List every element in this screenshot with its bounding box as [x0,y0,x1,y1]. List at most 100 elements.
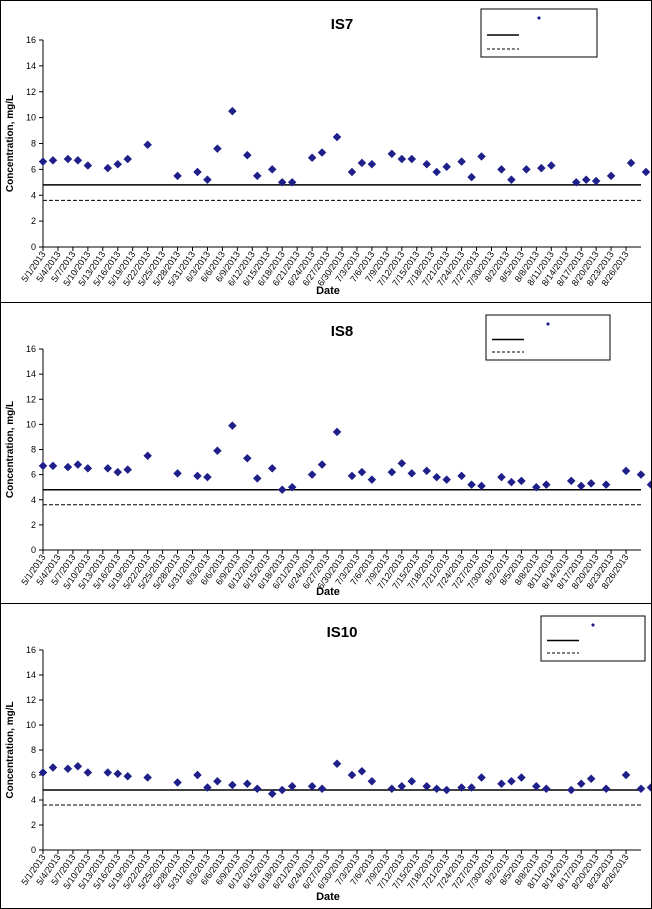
y-tick-label: 14 [26,61,36,71]
data-point [477,773,486,782]
data-point [347,167,357,177]
data-point [517,476,526,486]
data-point [467,480,476,490]
x-axis-label: Date [316,586,340,598]
data-point [317,784,327,794]
chart-panel-is8: IS8 Concentration, mg/L 0 2 4 6 8 10 12 14 16 5/1/2… [0,302,652,604]
data-point [123,771,133,781]
data-point [252,784,262,794]
data-point [586,479,596,488]
data-point [591,176,601,186]
chart-title: IS10 [327,624,358,641]
data-point [242,150,252,160]
data-point [173,778,182,787]
data-point [103,163,113,173]
data-point [83,768,93,777]
data-point [477,152,486,161]
data-point [576,779,586,789]
x-axis-label: Date [316,285,340,297]
y-tick-label: 16 [26,35,36,45]
data-point [73,155,83,165]
y-tick-label: 10 [26,720,36,730]
data-point [307,781,317,791]
data-point [357,467,367,477]
data-point [422,781,432,791]
data-point [507,477,516,487]
data-point [422,159,432,169]
data-point [367,475,377,485]
y-tick-label: 10 [26,113,36,123]
data-point [307,153,317,163]
data-point [467,172,476,182]
data-point [397,458,407,468]
y-tick-label: 0 [31,845,36,855]
y-tick-label: 4 [31,795,36,805]
data-point [83,463,93,473]
data-point [497,472,506,482]
data-point [621,466,631,476]
data-point [48,461,58,471]
data-point [457,157,466,166]
data-point [636,470,646,479]
y-tick-label: 8 [31,745,36,755]
y-tick-label: 16 [26,645,36,655]
chart-panel-is10: IS10 Concentration, mg/L 0 2 4 6 8 10 12 14 16 5/1/… [0,603,652,909]
data-point [38,768,48,777]
y-tick-label: 12 [26,695,36,705]
data-point [113,159,123,169]
data-point [277,177,287,187]
data-point [497,165,506,174]
data-point [307,470,317,479]
y-axis-label: Concentration, mg/L [5,95,16,192]
data-point [38,157,48,166]
data-point [228,421,237,430]
data-point [113,769,123,779]
data-point [48,155,58,165]
data-point [123,465,133,474]
data-point [576,481,586,491]
data-point [541,480,551,490]
data-point [517,773,526,782]
data-point [357,158,367,168]
data-point [636,784,646,794]
y-tick-label: 14 [26,670,36,680]
data-point [228,106,237,116]
chart-panel-is7: IS7 Concentration, mg/L 0 2 4 6 8 10 12 14 16 5/1/2… [0,0,652,303]
data-point [252,474,262,483]
data-point [646,783,651,792]
data-point [422,466,432,476]
data-point [267,463,277,473]
data-point [277,785,287,795]
y-axis-label: Concentration, mg/L [5,401,16,498]
data-point [457,783,466,792]
y-tick-label: 4 [31,495,36,505]
y-tick-label: 2 [31,520,36,530]
y-tick-label: 6 [31,470,36,480]
data-point [203,472,212,482]
data-point [432,784,442,794]
data-point [203,783,212,792]
y-tick-label: 2 [31,216,36,226]
data-point [606,171,616,181]
y-tick-label: 14 [26,369,36,379]
data-point [332,759,342,769]
data-point [143,773,153,782]
data-point [457,471,466,481]
data-point [601,480,611,490]
y-tick-label: 6 [31,770,36,780]
data-point [173,469,182,478]
data-point [143,140,153,150]
data-point [407,154,417,164]
data-point [252,171,262,181]
data-point [83,161,93,170]
y-tick-label: 0 [31,242,36,252]
data-point [531,781,541,791]
data-point [497,779,506,789]
y-axis-label: Concentration, mg/L [5,701,16,798]
x-axis-label: Date [316,891,340,903]
data-point [113,467,123,477]
data-point [407,776,417,786]
y-tick-label: 6 [31,164,36,174]
